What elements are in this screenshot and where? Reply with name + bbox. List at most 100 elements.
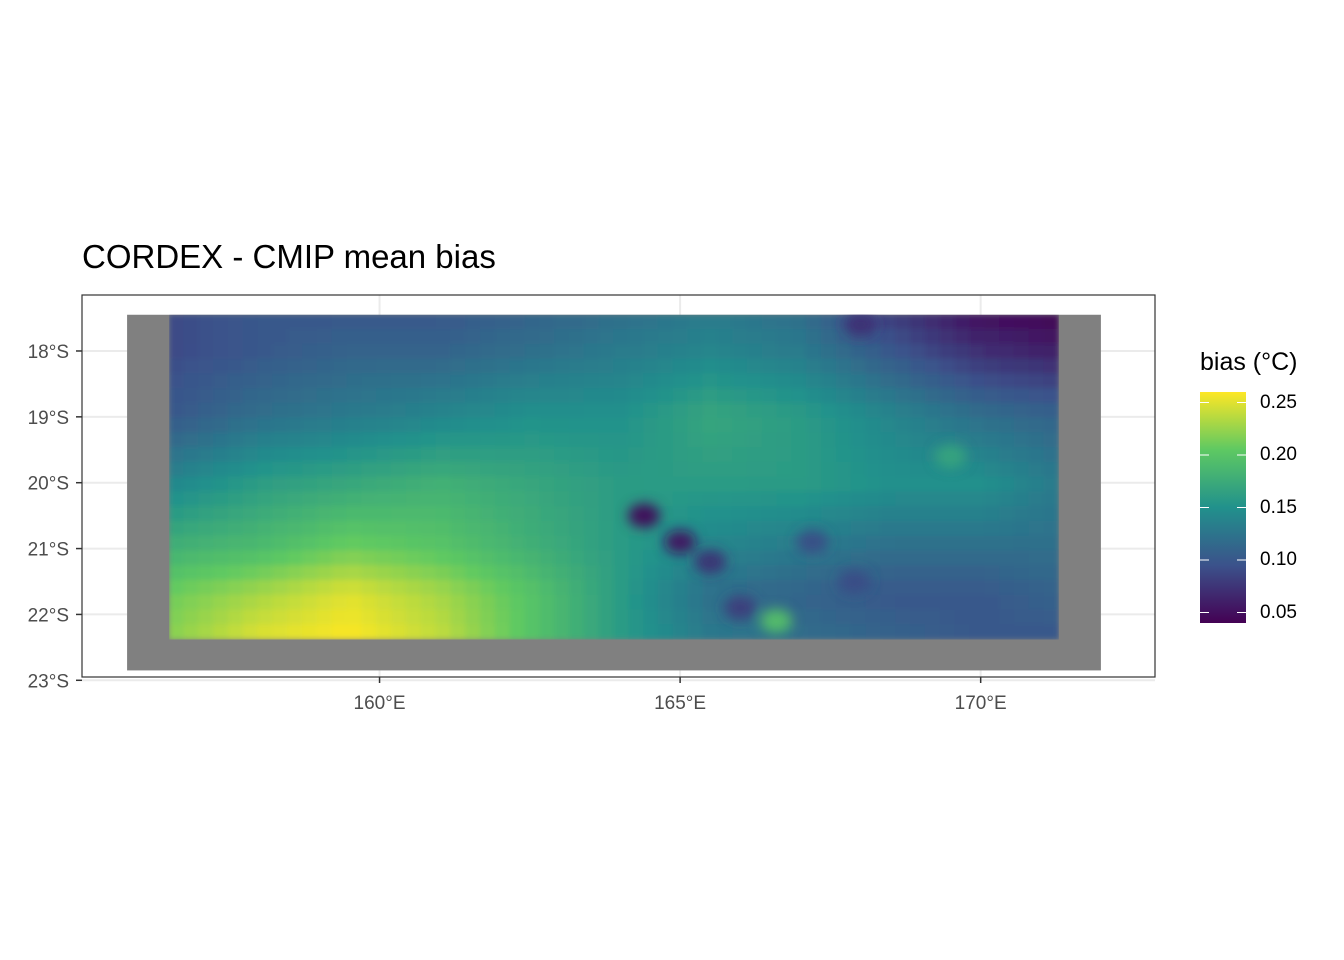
raster-cell: [954, 432, 971, 449]
raster-cell: [420, 388, 437, 404]
raster-cell: [1013, 520, 1030, 537]
raster-cell: [672, 476, 689, 493]
raster-cell: [494, 565, 511, 581]
raster-cell: [272, 447, 289, 463]
raster-cell: [331, 373, 348, 390]
y-tick-label: 21°S: [28, 540, 69, 561]
raster-cell: [169, 358, 185, 375]
raster-cell: [583, 506, 600, 522]
raster-cell: [821, 343, 837, 360]
raster-cell: [227, 535, 244, 552]
raster-cell: [361, 402, 378, 419]
raster-cell: [628, 535, 645, 552]
raster-cell: [1028, 594, 1045, 611]
raster-cell: [213, 579, 229, 596]
raster-cell: [850, 343, 867, 360]
raster-cell: [1013, 402, 1030, 419]
raster-cell: [1028, 329, 1045, 345]
raster-cell: [242, 594, 259, 611]
raster-cell: [346, 461, 363, 478]
raster-cell: [821, 491, 837, 508]
raster-cell: [939, 343, 956, 360]
raster-cell: [272, 506, 289, 522]
raster-cell: [287, 550, 304, 567]
raster-cell: [954, 594, 971, 611]
raster-cell: [420, 432, 437, 449]
raster-cell: [420, 314, 437, 331]
raster-cell: [539, 388, 556, 404]
raster-cell: [420, 594, 437, 611]
raster-cell: [346, 624, 363, 640]
raster-cell: [1028, 565, 1045, 581]
raster-cell: [227, 565, 244, 581]
raster-cell: [806, 609, 823, 626]
raster-cell: [539, 565, 556, 581]
raster-cell: [924, 432, 941, 449]
raster-cell: [717, 476, 734, 493]
raster-cell: [227, 417, 244, 434]
raster-cell: [569, 343, 585, 360]
raster-cell: [1028, 476, 1045, 493]
raster-cell: [776, 579, 793, 596]
raster-cell: [391, 432, 407, 449]
raster-cell: [806, 447, 823, 463]
raster-cell: [169, 388, 185, 404]
raster-cell: [169, 373, 185, 390]
raster-cell: [391, 358, 407, 375]
raster-cell: [702, 594, 719, 611]
raster-cell: [213, 550, 229, 567]
raster-cell: [717, 417, 734, 434]
raster-cell: [524, 461, 541, 478]
raster-cell: [776, 402, 793, 419]
raster-cell: [657, 550, 674, 567]
raster-cell: [643, 476, 659, 493]
raster-cell: [1013, 447, 1030, 463]
raster-cell: [227, 491, 244, 508]
raster-cell: [895, 550, 912, 567]
raster-cell: [583, 417, 600, 434]
raster-cell: [376, 343, 393, 360]
raster-cell: [450, 624, 467, 640]
raster-cell: [999, 402, 1015, 419]
raster-cell: [643, 314, 659, 331]
raster-cell: [895, 373, 912, 390]
raster-cell: [435, 461, 452, 478]
raster-cell: [391, 535, 407, 552]
raster-cell: [302, 432, 318, 449]
raster-cell: [643, 535, 659, 552]
raster-cell: [984, 314, 1001, 331]
raster-cell: [598, 358, 615, 375]
raster-cell: [465, 520, 482, 537]
raster-cell: [895, 565, 912, 581]
raster-cell: [746, 432, 763, 449]
raster-cell: [806, 343, 823, 360]
raster-cell: [776, 314, 793, 331]
raster-cell: [984, 388, 1001, 404]
raster-cell: [999, 535, 1015, 552]
raster-cell: [613, 594, 630, 611]
raster-cell: [776, 476, 793, 493]
raster-cell: [746, 491, 763, 508]
raster-cell: [672, 624, 689, 640]
raster-cell: [569, 417, 585, 434]
raster-cell: [776, 343, 793, 360]
raster-cell: [494, 432, 511, 449]
raster-cell: [316, 417, 333, 434]
raster-cell: [257, 535, 274, 552]
raster-cell: [554, 579, 571, 596]
raster-cell: [643, 358, 659, 375]
raster-cell: [613, 329, 630, 345]
raster-cell: [272, 373, 289, 390]
raster-cell: [391, 447, 407, 463]
raster-cell: [628, 550, 645, 567]
raster-cell: [242, 329, 259, 345]
raster-cell: [435, 432, 452, 449]
raster-cell: [806, 329, 823, 345]
raster-cell: [924, 520, 941, 537]
raster-cell: [821, 461, 837, 478]
raster-cell: [509, 314, 526, 331]
raster-cell: [287, 594, 304, 611]
raster-cell: [376, 461, 393, 478]
raster-cell: [687, 343, 704, 360]
raster-cell: [213, 624, 229, 640]
